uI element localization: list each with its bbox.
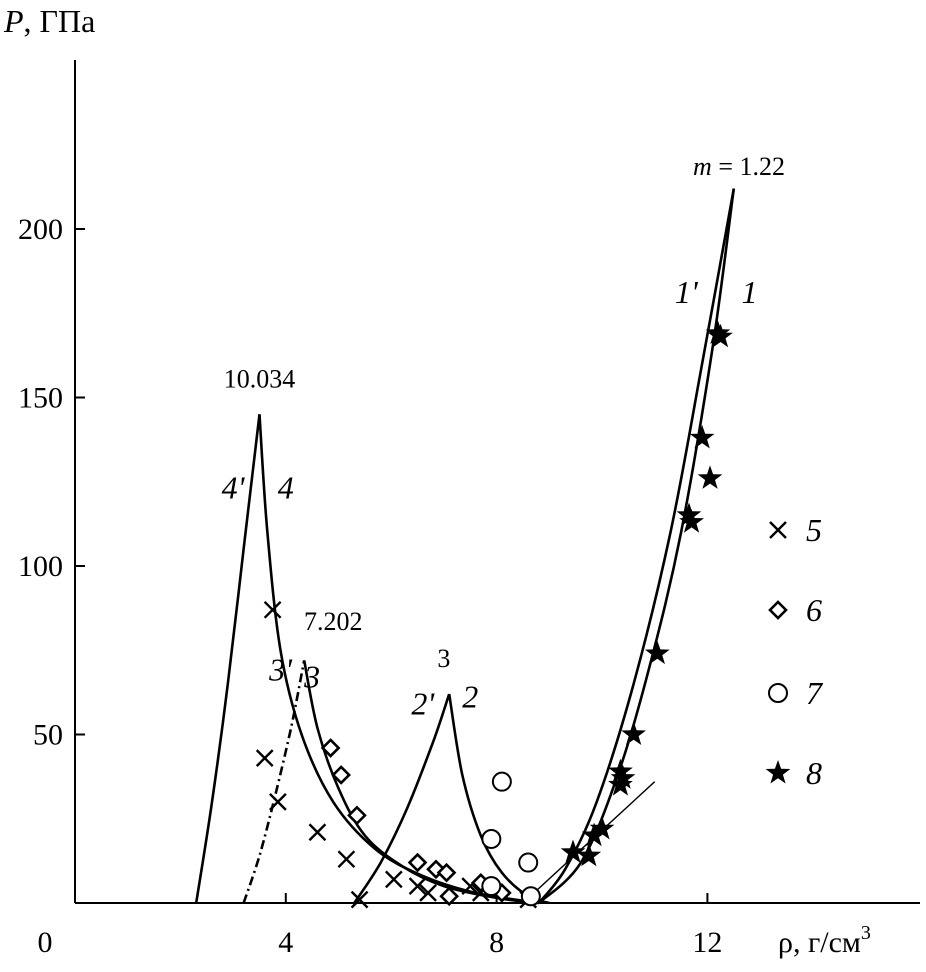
peak-label-2: 7.202	[304, 607, 363, 636]
marker-5-6	[384, 870, 403, 889]
curve-4	[258, 414, 540, 905]
marker-6-1	[331, 765, 351, 785]
curve-1p	[537, 188, 736, 904]
curve-label-0: 1	[742, 274, 758, 310]
marker-7-3	[481, 876, 502, 897]
y-tick-label-200: 200	[18, 213, 63, 246]
curve-4p	[194, 414, 261, 904]
marker-8-7	[621, 721, 646, 745]
legend-marker-7	[768, 683, 788, 703]
curve-2p	[353, 693, 451, 904]
marker-6-0	[320, 738, 341, 758]
marker-8-9	[610, 765, 636, 789]
marker-6-5	[436, 862, 457, 883]
peak-label-0: m = 1.22	[693, 152, 785, 181]
curve-label-4: 3	[303, 658, 320, 694]
x-axis-label-base: ρ, г/см	[778, 926, 861, 959]
marker-8-2	[689, 424, 715, 449]
curve-label-3: 2'	[411, 685, 435, 721]
y-axis-label-italic: P	[3, 3, 24, 39]
legend-label-5: 5	[806, 512, 822, 548]
marker-7-0	[491, 771, 512, 792]
x-tick-label-4: 4	[278, 926, 293, 959]
y-axis-label: P, ГПа	[3, 3, 95, 39]
marker-8-6	[645, 640, 670, 665]
legend-marker-6	[768, 600, 788, 620]
x-tick-label-0: 0	[38, 926, 53, 959]
marker-5-0	[263, 600, 282, 619]
marker-7-4	[520, 886, 541, 907]
y-tick-label-50: 50	[33, 719, 63, 752]
marker-5-7	[408, 877, 427, 895]
peak-label-3: 3	[437, 644, 450, 673]
marker-8-5	[679, 509, 704, 533]
curve-3p	[242, 660, 306, 904]
x-tick-label-12: 12	[692, 926, 722, 959]
marker-6-3	[407, 852, 428, 873]
curves	[194, 188, 736, 905]
marker-8-13	[576, 842, 602, 867]
marker-6-2	[347, 805, 367, 826]
curve-label-1: 1'	[675, 274, 699, 310]
legend-label-6: 6	[806, 592, 822, 628]
markers	[255, 320, 733, 909]
marker-8-11	[589, 815, 615, 840]
legend-label-8: 8	[806, 755, 822, 791]
curve-1	[537, 188, 736, 904]
x-axis-label: ρ, г/см3	[778, 922, 871, 959]
marker-6-6	[439, 886, 460, 907]
peak-label-1: 10.034	[224, 364, 296, 393]
legend-marker-8	[765, 760, 791, 784]
x-axis-label-sup: 3	[861, 922, 871, 944]
marker-8-8	[608, 758, 633, 783]
marker-8-1	[708, 323, 733, 348]
curve-label-7: 4'	[222, 470, 246, 506]
curve-label-5: 3'	[268, 652, 293, 688]
curve-2	[447, 693, 550, 905]
marker-8-14	[560, 839, 586, 863]
curve-label-6: 4	[278, 470, 294, 506]
legend-label-7: 7	[806, 675, 824, 711]
legend-marker-5	[769, 521, 787, 539]
marker-5-5	[350, 890, 369, 909]
curve-label-2: 2	[462, 679, 478, 715]
marker-5-2	[269, 793, 287, 811]
marker-5-3	[308, 823, 327, 842]
legend: 5 6 7 8	[765, 512, 824, 791]
marker-8-3	[697, 465, 723, 489]
marker-7-2	[518, 852, 539, 873]
ticks: 50 100 150 200 0 4 8 12	[18, 213, 722, 959]
marker-8-10	[608, 772, 633, 796]
y-axis-label-rest: , ГПа	[24, 3, 96, 39]
marker-8-12	[581, 822, 607, 847]
marker-5-8	[419, 884, 437, 902]
marker-5-1	[255, 749, 274, 767]
y-tick-label-100: 100	[18, 550, 63, 583]
marker-5-4	[337, 850, 356, 869]
x-tick-label-8: 8	[489, 926, 504, 959]
marker-8-4	[676, 502, 702, 526]
y-tick-label-150: 150	[18, 382, 63, 415]
marker-7-1	[481, 828, 502, 849]
